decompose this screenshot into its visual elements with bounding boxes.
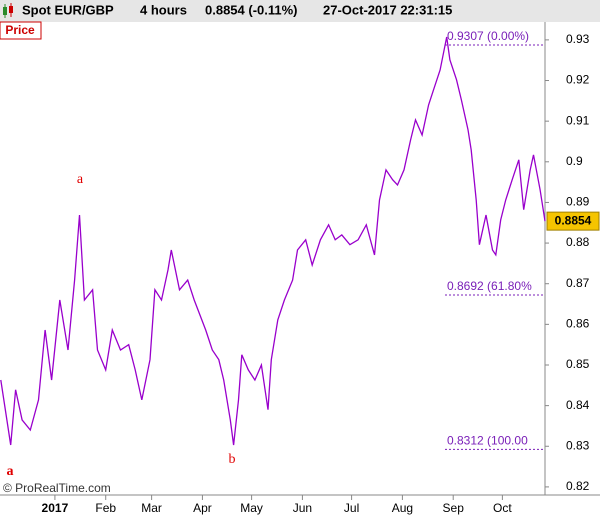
quote: 0.8854 (-0.11%) [205,2,298,17]
wave-label: a [7,464,14,479]
x-tick-label: Aug [392,501,413,515]
y-tick-label: 0.91 [566,113,590,127]
y-tick-label: 0.89 [566,195,590,209]
fib-label: 0.9307 (0.00%) [447,29,529,43]
symbol: Spot EUR/GBP [22,2,114,17]
price-line [0,36,546,446]
last-price-label: 0.8854 [555,213,592,227]
last-price-badge [546,211,600,231]
x-tick-label: Jun [293,501,312,515]
y-tick-label: 0.85 [566,357,590,371]
y-tick-label: 0.86 [566,317,590,331]
y-tick-label: 0.83 [566,438,590,452]
copyright: © ProRealTime.com [3,481,111,495]
fib-label: 0.8692 (61.80% [447,279,532,293]
wave-label: b [229,452,236,467]
y-tick-label: 0.84 [566,398,590,412]
timestamp: 27-Oct-2017 22:31:15 [323,2,452,17]
y-tick-label: 0.92 [566,73,590,87]
x-tick-label: Sep [443,501,465,515]
candle-icon [3,3,13,18]
wave-label: a [77,172,84,187]
x-tick-label: May [240,501,263,515]
y-tick-label: 0.9 [566,154,583,168]
x-tick-label: Mar [141,501,162,515]
y-tick-label: 0.93 [566,32,590,46]
panel-label: Price [5,23,35,37]
x-tick-label: Oct [493,501,512,515]
y-tick-label: 0.88 [566,235,590,249]
x-tick-label: Feb [95,501,116,515]
x-tick-label: Apr [193,501,212,515]
y-tick-label: 0.82 [566,479,590,493]
x-tick-label: Jul [344,501,359,515]
x-tick-label: 2017 [42,501,69,515]
fib-label: 0.8312 (100.00 [447,434,528,448]
header-bar [0,0,600,22]
y-tick-label: 0.87 [566,276,590,290]
panel-label-box [0,21,42,40]
timeframe: 4 hours [140,2,187,17]
